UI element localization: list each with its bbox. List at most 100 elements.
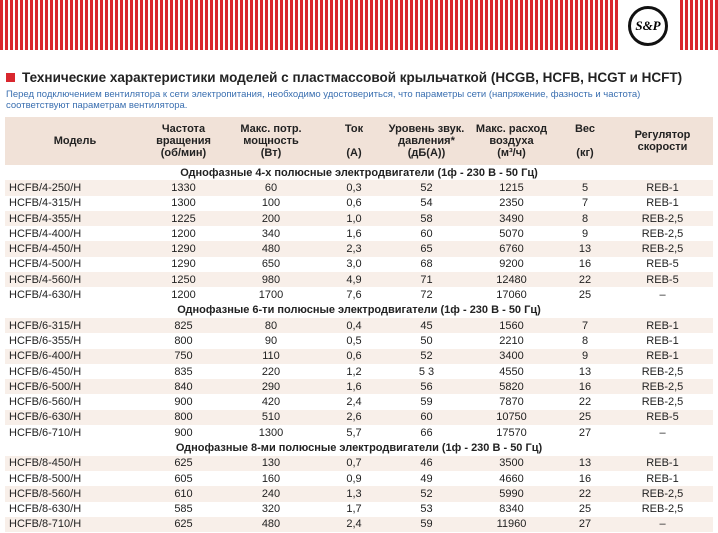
value-cell: 6760 — [465, 241, 558, 257]
value-cell: 480 — [222, 516, 320, 533]
data-row: HCFB/6-630/H 800 510 2,6 60 10750 25 REB-5 — [5, 409, 713, 426]
value-cell: REB-1 — [646, 472, 679, 485]
value-cell: 11960 — [465, 516, 558, 533]
value-cell: 17570 — [496, 426, 527, 439]
value-cell: 1290 — [171, 258, 196, 271]
header-row: Модель Частота вращения (об/мин) Макс. потр.… — [5, 117, 713, 165]
value-cell: 53 — [420, 503, 433, 516]
value-cell: 130 — [222, 455, 320, 471]
value-cell: 22 — [578, 396, 592, 409]
value-cell: 900 — [174, 396, 193, 409]
value-cell: 3490 — [465, 210, 558, 227]
value-cell: 1,6 — [346, 227, 362, 240]
value-cell: REB-5 — [612, 409, 713, 426]
section-row: Однофазные 6-ти полюсные электродвигател… — [5, 303, 713, 318]
value-cell: 22 — [558, 272, 612, 288]
value-cell: 1,2 — [346, 365, 362, 378]
header-line: Модель — [53, 135, 97, 147]
value-cell: 1,3 — [320, 486, 388, 502]
value-cell: 220 — [261, 365, 281, 378]
value-cell: 27 — [578, 426, 592, 439]
model-cell: HCFB/6-315/H — [5, 317, 145, 334]
section-row: Однофазные 8-ми полюсные электродвигател… — [5, 440, 713, 455]
value-cell: 7,6 — [346, 289, 362, 302]
value-cell: 1250 — [145, 272, 222, 288]
value-cell: 750 — [145, 348, 222, 364]
value-cell: 110 — [222, 348, 320, 364]
value-cell: 59 — [388, 516, 465, 533]
model-cell: HCFB/6-450/H — [9, 365, 82, 378]
value-cell: 900 — [174, 426, 193, 439]
value-cell: 1,6 — [320, 379, 388, 395]
value-cell: 7 — [558, 317, 612, 334]
value-cell: 2,4 — [320, 516, 388, 533]
header-line: Регулятор — [634, 129, 691, 141]
model-cell: HCFB/6-355/H — [9, 334, 82, 347]
model-cell: HCFB/4-500/H — [9, 258, 82, 271]
model-cell: HCFB/4-250/H — [5, 180, 145, 196]
value-cell: 3400 — [465, 348, 558, 364]
section-title: Однофазные 4-х полюсные электродвигатели… — [180, 166, 538, 179]
value-cell: 1,0 — [320, 210, 388, 227]
value-cell: 60 — [420, 227, 433, 240]
data-row: HCFB/6-560/H 900 420 2,4 59 7870 22 REB-2,5 — [5, 394, 713, 409]
model-cell: HCFB/8-450/H — [5, 455, 145, 471]
data-row: HCFB/4-250/H 1330 60 0,3 52 1215 5 REB-1 — [5, 180, 713, 196]
value-cell: 16 — [578, 472, 592, 485]
section-title: Однофазные 6-ти полюсные электродвигател… — [177, 304, 541, 317]
value-cell: REB-5 — [646, 258, 679, 271]
value-cell: 420 — [261, 396, 281, 409]
model-cell: HCFB/8-710/H — [5, 516, 145, 533]
value-cell: 0,7 — [320, 455, 388, 471]
value-cell: 56 — [388, 379, 465, 395]
value-cell: 50 — [420, 334, 433, 347]
value-cell: 3,0 — [346, 258, 362, 271]
value-cell: 320 — [261, 503, 281, 516]
value-cell: 5 3 — [418, 365, 435, 378]
value-cell: 605 — [174, 472, 193, 485]
value-cell: 13 — [558, 241, 612, 257]
value-cell: 80 — [222, 317, 320, 334]
data-row: HCFB/8-710/H 625 480 2,4 59 11960 27– — [5, 516, 713, 533]
data-row: HCFB/6-400/H 750 110 0,6 52 3400 9 REB-1 — [5, 348, 713, 364]
model-cell: HCFB/4-630/H — [9, 289, 82, 302]
data-row: HCFB/6-500/H 840 290 1,6 56 5820 16 REB-2,5 — [5, 379, 713, 395]
header-line: Ток — [344, 123, 364, 135]
value-cell: 52 — [388, 180, 465, 196]
data-row: HCFB/8-560/H 610 240 1,3 52 5990 22 REB-2,5 — [5, 486, 713, 502]
column-header: Модель — [5, 117, 145, 165]
column-header: Уровень звук. давления* (дБ(А)) — [388, 117, 465, 165]
value-cell: 1560 — [465, 317, 558, 334]
value-cell: 52 — [388, 348, 465, 364]
value-cell: 59 — [420, 396, 433, 409]
header-line: (м³/ч) — [497, 147, 526, 159]
value-cell: 2210 — [499, 334, 524, 347]
model-cell: HCFB/4-450/H — [5, 241, 145, 257]
header-line — [558, 135, 612, 147]
value-cell: 54 — [420, 197, 433, 210]
header-line: (А) — [346, 147, 362, 159]
value-cell: 0,4 — [320, 317, 388, 334]
data-row: HCFB/4-450/H 1290 480 2,3 65 6760 13 REB-2,5 — [5, 241, 713, 257]
model-cell: HCFB/6-500/H — [5, 379, 145, 395]
value-cell: 25 — [578, 289, 592, 302]
model-cell: HCFB/6-710/H — [9, 426, 82, 439]
value-cell: 13 — [578, 365, 592, 378]
value-cell: 5820 — [465, 379, 558, 395]
value-cell: 8 — [581, 334, 589, 347]
header-line: (дБ(А)) — [407, 147, 446, 159]
value-cell: 46 — [388, 455, 465, 471]
value-cell: 2,6 — [320, 409, 388, 426]
value-cell: 25 — [578, 503, 592, 516]
value-cell: 840 — [145, 379, 222, 395]
value-cell: REB-2,5 — [641, 227, 684, 240]
logo: S&P — [628, 6, 668, 46]
value-cell: REB-1 — [612, 455, 713, 471]
value-cell: REB-2,5 — [612, 486, 713, 502]
value-cell: REB-2,5 — [641, 365, 684, 378]
data-row: HCFB/6-315/H 825 80 0,4 45 1560 7 REB-1 — [5, 317, 713, 334]
value-cell: 585 — [174, 503, 193, 516]
value-cell: 2350 — [499, 197, 524, 210]
value-cell: 1300 — [258, 426, 284, 439]
value-cell: 1225 — [145, 210, 222, 227]
